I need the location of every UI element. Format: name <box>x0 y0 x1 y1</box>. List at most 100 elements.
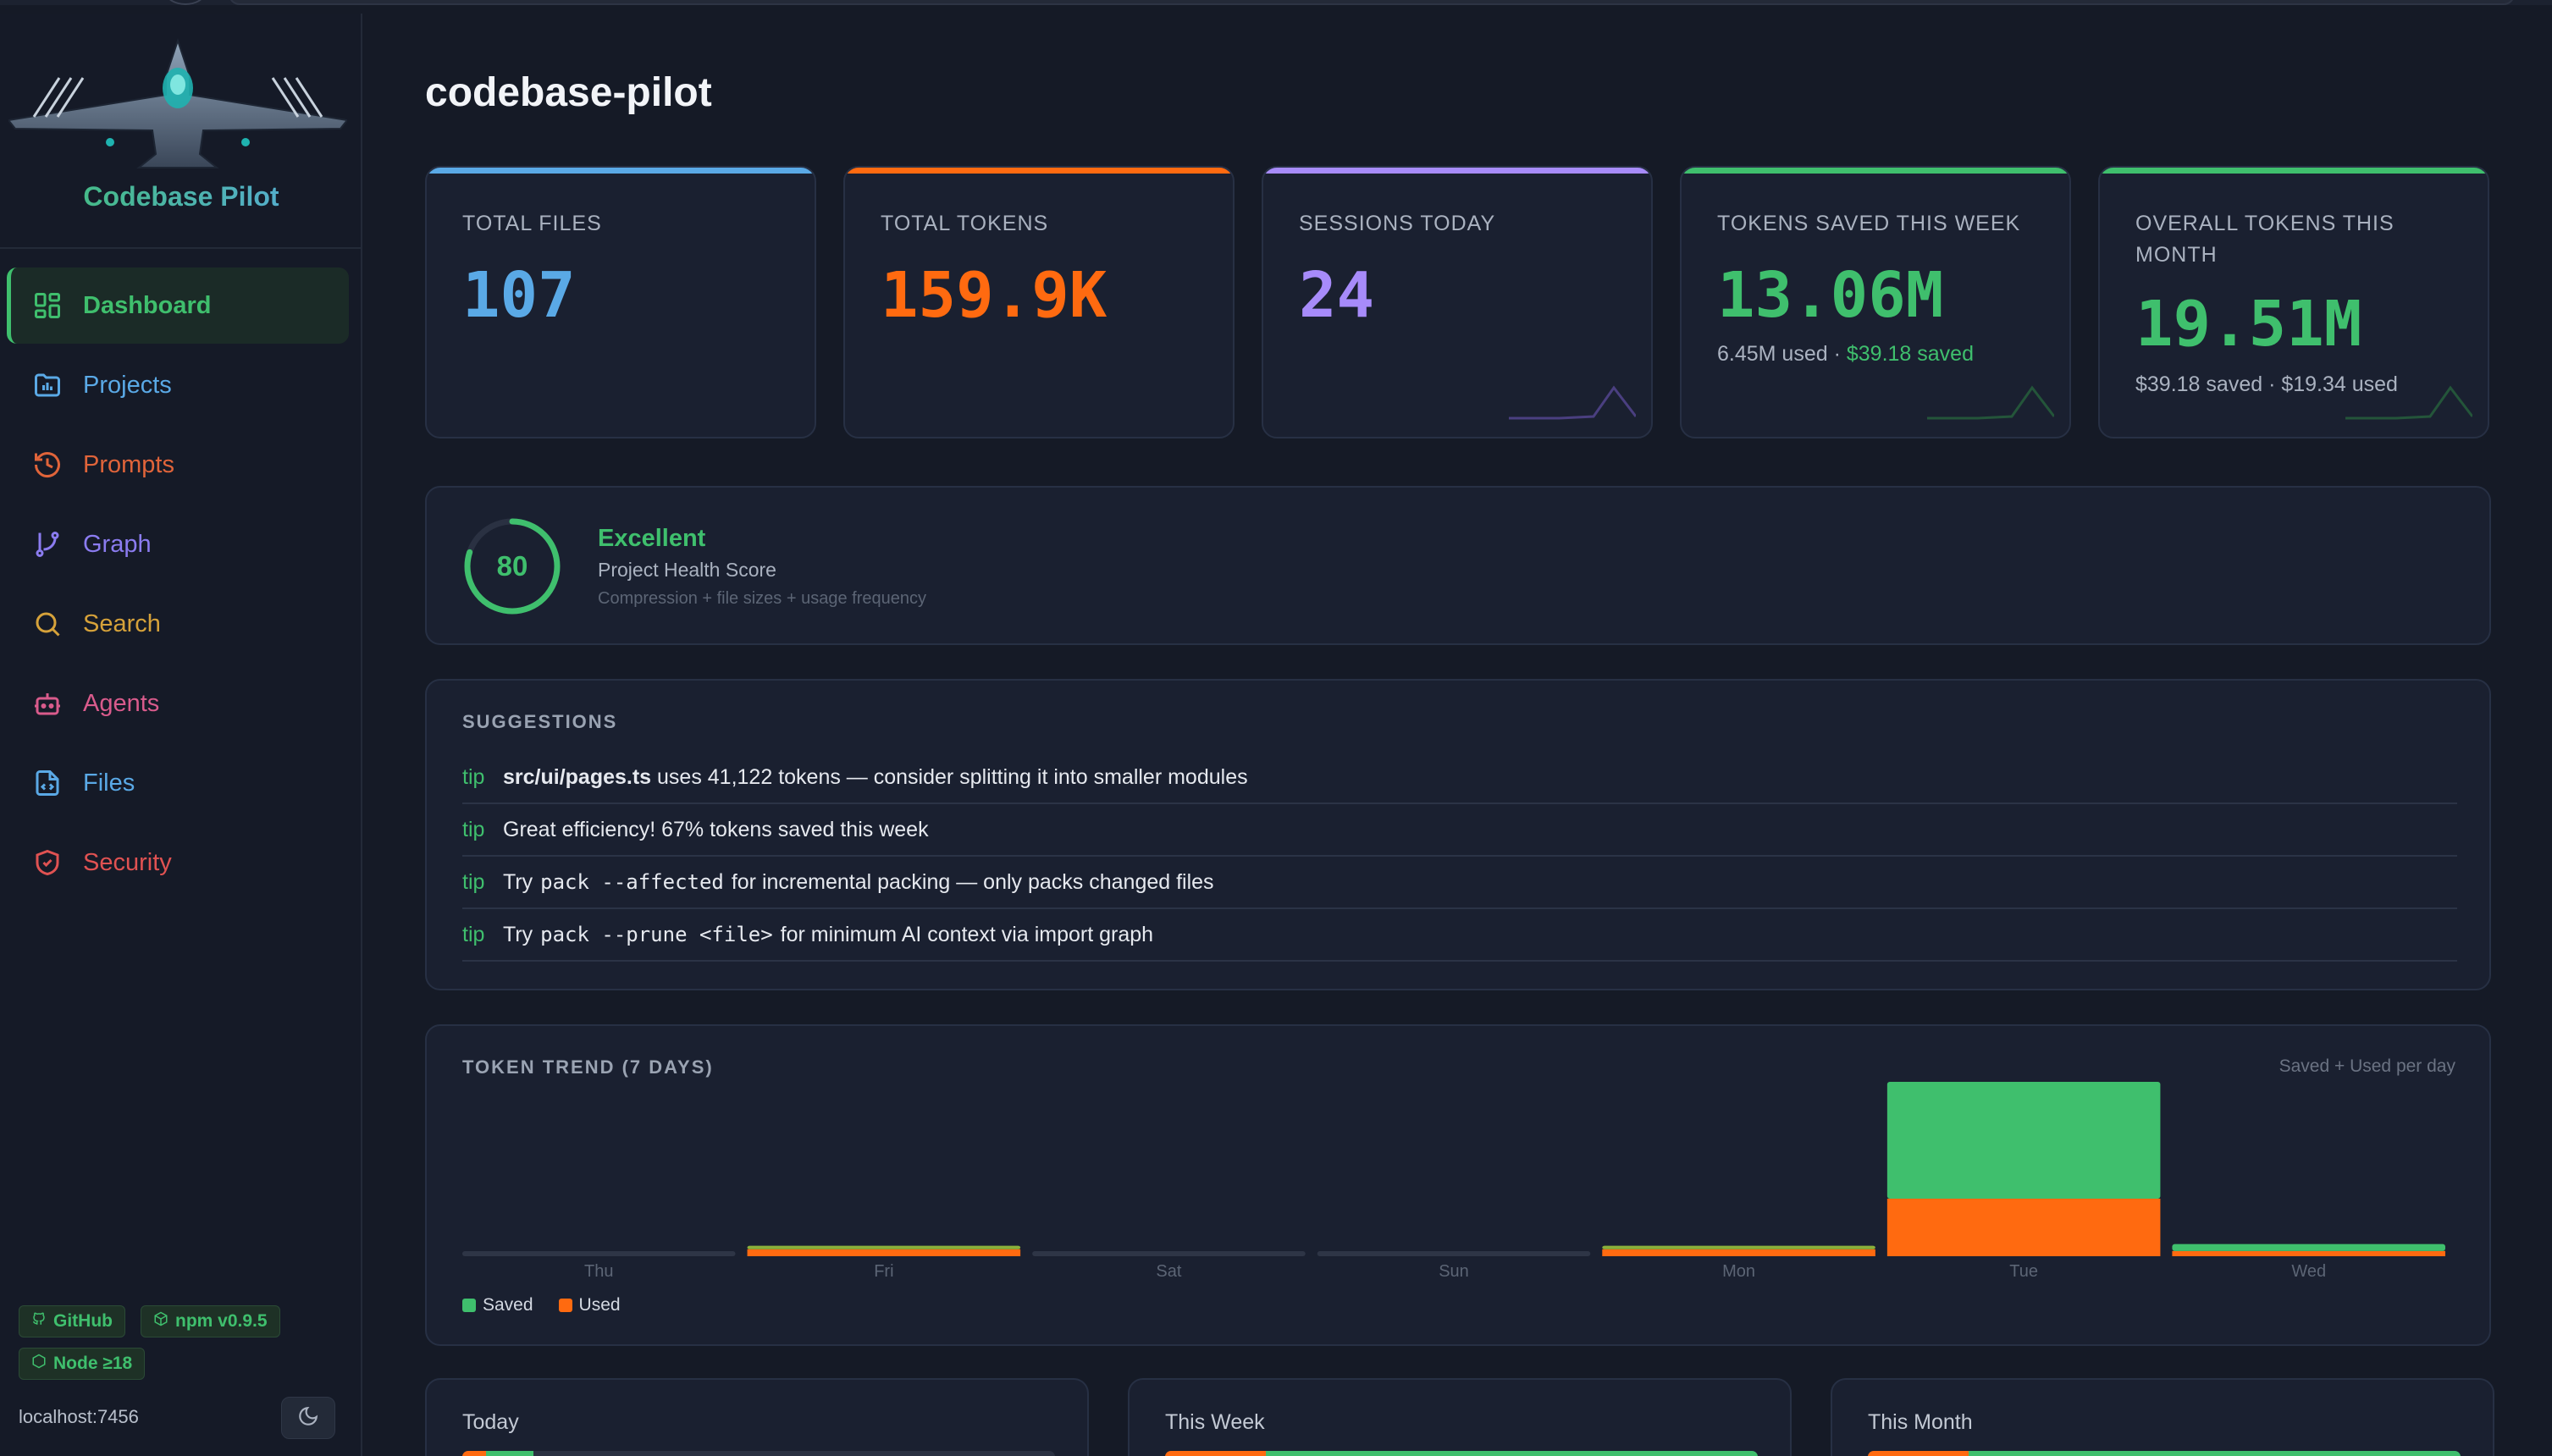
sidebar-item-graph[interactable]: Graph <box>7 506 349 582</box>
robot-icon <box>30 687 64 720</box>
sidebar-item-agents[interactable]: Agents <box>7 665 349 742</box>
period-label: Today <box>462 1410 519 1434</box>
suggestion-prefix: Try <box>503 922 539 946</box>
health-score-value: 80 <box>496 550 528 582</box>
tip-tag: tip <box>462 869 485 894</box>
legend-saved: Saved <box>462 1295 533 1315</box>
stat-value: 159.9K <box>881 259 1108 332</box>
health-rating: Excellent <box>598 525 706 552</box>
stat-sub-saved: $39.18 saved <box>1846 342 1974 366</box>
stat-card-tokens-saved-week: TOKENS SAVED THIS WEEK 13.06M 6.45M used… <box>1680 166 2071 438</box>
period-bar <box>1868 1451 2461 1456</box>
shield-icon <box>30 846 64 880</box>
sparkline <box>1509 385 1636 420</box>
period-used-fill <box>1868 1451 1969 1456</box>
folder-icon <box>30 368 64 402</box>
dashboard-grid-icon <box>30 289 64 323</box>
legend-used: Used <box>558 1295 621 1315</box>
sidebar-item-label: Search <box>83 609 161 637</box>
card-accent <box>427 168 815 174</box>
card-accent <box>845 168 1233 174</box>
sidebar-item-prompts[interactable]: Prompts <box>7 427 349 503</box>
card-accent <box>1682 168 2069 174</box>
period-used-fill <box>462 1451 486 1456</box>
suggestion-text: for minimum AI context via import graph <box>774 922 1154 946</box>
token-trend-chart: Thu Fri Sat Sun Mon Tue Wed <box>462 1082 2445 1280</box>
suggestion-file: src/ui/pages.ts <box>503 764 652 789</box>
suggestion-prefix: Try <box>503 869 539 894</box>
theme-toggle-button[interactable] <box>281 1397 335 1439</box>
bar-empty-thu <box>462 1251 736 1256</box>
stat-label: OVERALL TOKENS THIS MONTH <box>2135 212 2395 267</box>
github-icon <box>31 1311 47 1332</box>
file-code-icon <box>30 766 64 800</box>
stat-card-total-files: TOTAL FILES 107 <box>425 166 816 438</box>
sidebar-item-security[interactable]: Security <box>7 825 349 901</box>
bar-saved-mon <box>1602 1245 1875 1249</box>
sidebar-item-files[interactable]: Files <box>7 745 349 821</box>
trend-note: Saved + Used per day <box>2279 1056 2455 1076</box>
card-accent <box>1263 168 1651 174</box>
stat-card-sessions-today: SESSIONS TODAY 24 <box>1262 166 1653 438</box>
period-card-today: Today <box>425 1378 1089 1456</box>
node-label: Node ≥18 <box>53 1354 133 1373</box>
sidebar-item-projects[interactable]: Projects <box>7 347 349 423</box>
jet-logo <box>8 37 347 168</box>
bar-saved-fri <box>747 1245 1021 1249</box>
tip-tag: tip <box>462 817 485 841</box>
npm-badge[interactable]: npm v0.9.5 <box>141 1305 280 1337</box>
sidebar-item-label: Projects <box>83 371 172 399</box>
period-card-week: This Week <box>1128 1378 1792 1456</box>
period-used-fill <box>1165 1451 1266 1456</box>
bar-used-fri <box>747 1249 1021 1256</box>
token-trend-card: TOKEN TREND (7 DAYS) Saved + Used per da… <box>425 1024 2491 1346</box>
bar-saved-tue <box>1886 1082 2161 1200</box>
section-label: SUGGESTIONS <box>462 711 618 732</box>
suggestions-card: SUGGESTIONS tip src/ui/pages.ts uses 41,… <box>425 679 2491 990</box>
period-bar <box>462 1451 1055 1456</box>
stat-value: 19.51M <box>2135 288 2362 361</box>
sidebar-item-label: Dashboard <box>83 291 212 319</box>
x-tick-label: Fri <box>874 1262 893 1280</box>
period-label: This Week <box>1165 1410 1265 1434</box>
suggestion-item: tip Try pack --affected for incremental … <box>462 857 2457 909</box>
sidebar: Codebase Pilot Dashboard Projects Prompt… <box>0 14 362 1456</box>
search-icon <box>30 607 64 641</box>
bar-empty-sat <box>1032 1251 1306 1256</box>
x-tick-label: Tue <box>2009 1262 2038 1280</box>
stat-label: TOTAL TOKENS <box>881 212 1049 235</box>
tip-tag: tip <box>462 922 485 946</box>
stat-label: TOKENS SAVED THIS WEEK <box>1717 212 2021 235</box>
moon-icon <box>297 1405 319 1431</box>
stat-value: 24 <box>1299 259 1375 332</box>
sidebar-item-search[interactable]: Search <box>7 586 349 662</box>
stat-card-total-tokens: TOTAL TOKENS 159.9K <box>843 166 1235 438</box>
bar-used-tue <box>1886 1199 2161 1256</box>
period-saved-fill <box>1266 1451 1758 1456</box>
top-address-bar[interactable] <box>229 0 2515 5</box>
bar-empty-sun <box>1317 1251 1591 1256</box>
stat-subtext: $39.18 saved · $19.34 used <box>2135 372 2398 396</box>
suggestion-command: pack --prune <file> <box>540 923 773 946</box>
period-saved-fill <box>486 1451 533 1456</box>
git-branch-icon <box>30 527 64 561</box>
page-title: codebase-pilot <box>425 70 712 115</box>
suggestion-text: for incremental packing — only packs cha… <box>725 869 1214 894</box>
sidebar-item-dashboard[interactable]: Dashboard <box>7 267 349 344</box>
top-circle-button[interactable] <box>166 0 205 5</box>
health-title: Project Health Score <box>598 559 776 581</box>
bar-saved-wed <box>2172 1244 2445 1251</box>
period-card-month: This Month <box>1831 1378 2494 1456</box>
stat-sub-used: 6.45M used · <box>1717 342 1847 366</box>
suggestion-command: pack --affected <box>540 870 724 894</box>
sparkline <box>1927 385 2054 420</box>
period-bar <box>1165 1451 1758 1456</box>
sidebar-item-label: Prompts <box>83 450 174 478</box>
sidebar-item-label: Files <box>83 769 135 797</box>
npm-label: npm v0.9.5 <box>175 1311 268 1331</box>
node-badge[interactable]: Node ≥18 <box>19 1348 146 1380</box>
tip-tag: tip <box>462 764 485 789</box>
x-tick-label: Mon <box>1722 1262 1755 1280</box>
github-badge[interactable]: GitHub <box>19 1305 125 1337</box>
sidebar-item-label: Security <box>83 848 172 876</box>
